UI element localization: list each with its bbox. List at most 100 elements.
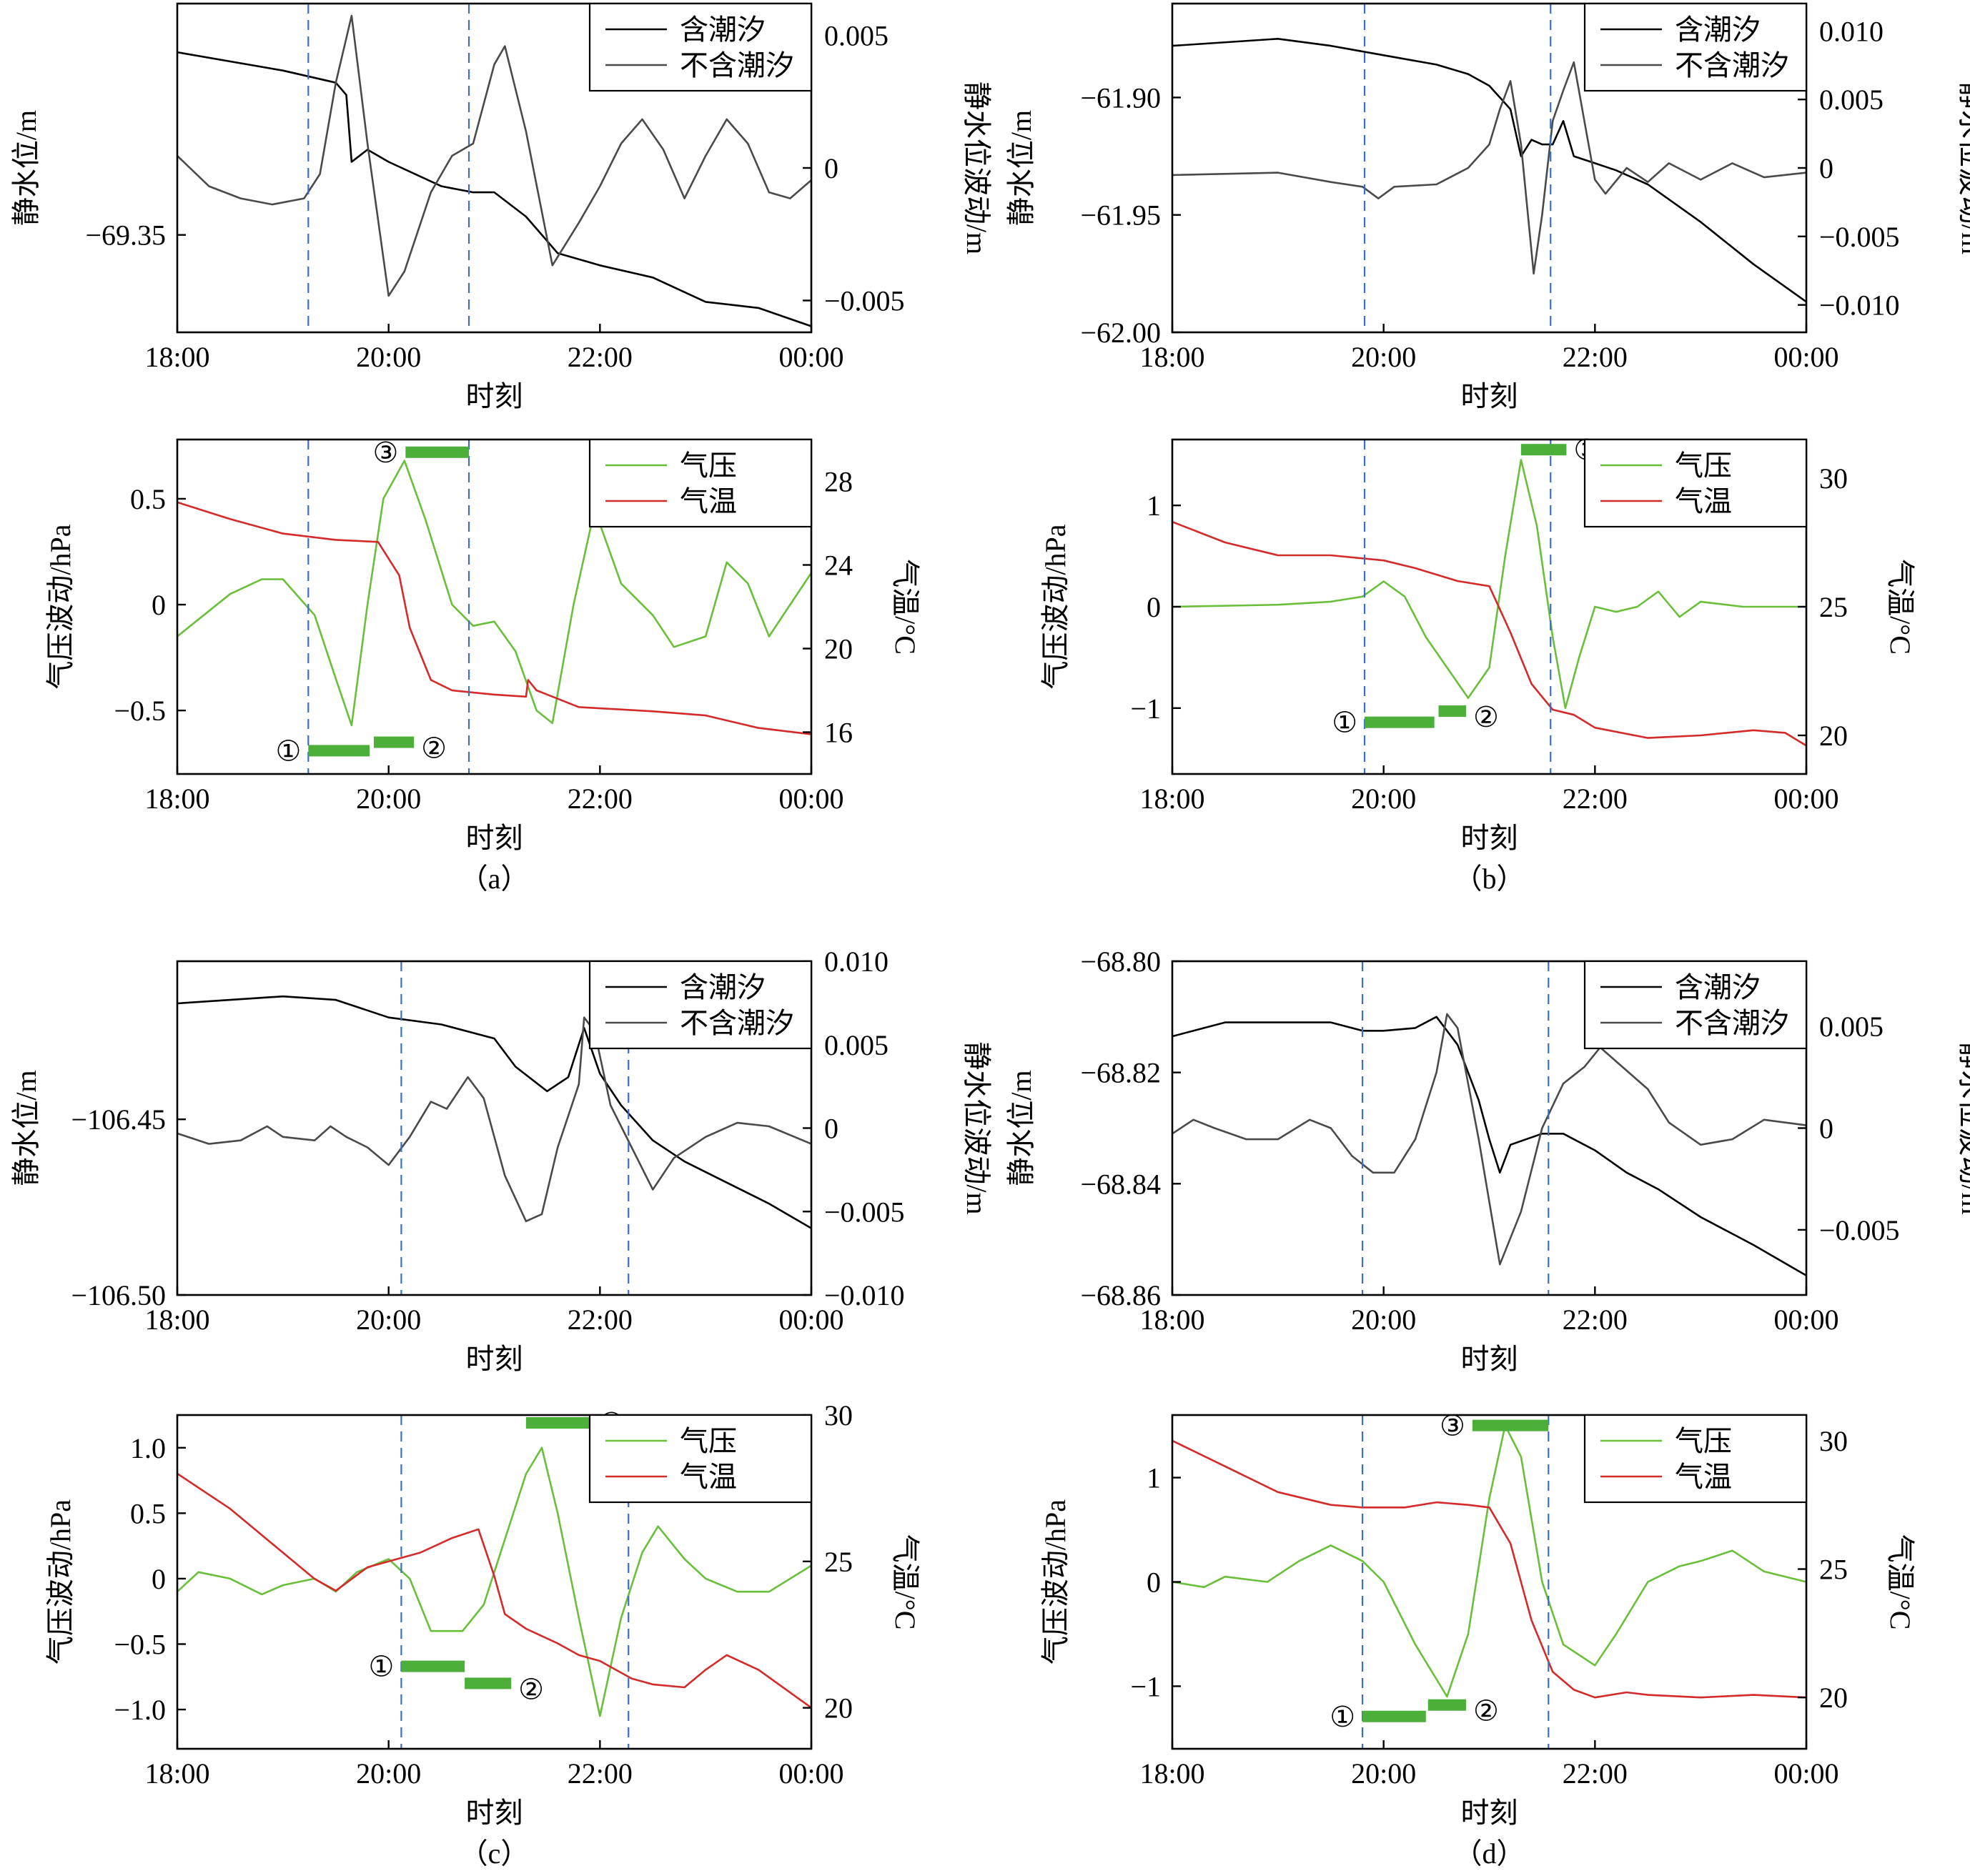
pressure-left-tick-label-1-0: 1	[1147, 490, 1161, 522]
water-right-tick-label-1-4: −0.010	[1819, 289, 1900, 322]
water-series-line-1-0	[1172, 38, 1807, 303]
pressure-left-axis-label-2: 气压波动/hPa	[44, 1499, 76, 1664]
water-left-tick-label-3-1: −68.82	[1080, 1057, 1161, 1089]
water-series-line-2-1	[177, 1016, 812, 1223]
water-x-tick-label-0-0: 18:00	[144, 341, 209, 373]
water-right-tick-label-1-0: 0.010	[1819, 15, 1884, 47]
water-right-tick-label-1-3: −0.005	[1819, 221, 1900, 253]
pressure-right-tick-label-2-0: 30	[824, 1399, 853, 1431]
water-right-tick-label-1-1: 0.005	[1819, 84, 1884, 116]
phase-bar-1-2	[1520, 444, 1567, 456]
panel-label-0: （a）	[460, 863, 530, 895]
pressure-legend-3	[1583, 1414, 1808, 1504]
phase-bar-label-3-0: ①	[1330, 1701, 1355, 1733]
water-right-tick-label-2-2: 0	[824, 1113, 838, 1145]
pressure-x-tick-label-1-3: 00:00	[1773, 783, 1838, 815]
pressure-x-tick-label-2-2: 22:00	[568, 1757, 633, 1790]
pressure-x-axis-label-3: 时刻	[1461, 1797, 1518, 1829]
pressure-left-tick-label-1-2: −1	[1130, 693, 1161, 725]
water-x-tick-label-2-2: 22:00	[568, 1304, 633, 1336]
pressure-x-tick-label-3-3: 00:00	[1773, 1757, 1838, 1790]
water-right-tick-label-3-1: 0	[1819, 1113, 1833, 1145]
water-x-tick-label-3-1: 20:00	[1351, 1304, 1416, 1336]
phase-bar-label-2-1: ②	[518, 1673, 544, 1705]
pressure-x-tick-label-3-2: 22:00	[1563, 1757, 1628, 1790]
water-x-tick-label-1-3: 00:00	[1773, 341, 1838, 373]
pressure-series-line-1-1	[1172, 520, 1807, 747]
water-right-axis-label-2: 静水位波动/m	[961, 1041, 993, 1214]
water-left-tick-label-1-2: −62.00	[1080, 317, 1161, 349]
pressure-x-tick-label-0-2: 22:00	[568, 783, 633, 815]
pressure-x-tick-label-0-1: 20:00	[356, 783, 421, 815]
pressure-right-tick-label-0-0: 28	[824, 466, 853, 498]
pressure-left-axis-label-0: 气压波动/hPa	[44, 524, 76, 689]
pressure-x-axis-label-1: 时刻	[1461, 822, 1518, 854]
pressure-x-tick-label-3-1: 20:00	[1351, 1757, 1416, 1790]
water-legend-label-1-1: 不含潮汐	[1675, 49, 1789, 81]
pressure-left-tick-label-2-2: 0	[152, 1563, 166, 1595]
water-x-tick-label-0-1: 20:00	[356, 341, 421, 373]
water-left-axis-label-0: 静水位/m	[10, 110, 42, 226]
pressure-right-tick-label-2-1: 25	[824, 1546, 853, 1578]
pressure-left-axis-label-3: 气压波动/hPa	[1039, 1499, 1071, 1664]
pressure-legend-1	[1583, 438, 1808, 528]
water-series-line-2-0	[177, 995, 812, 1229]
pressure-legend-label-0-1: 气温	[680, 485, 737, 517]
phase-bar-1-1	[1438, 705, 1466, 718]
pressure-legend-label-3-1: 气温	[1675, 1461, 1732, 1493]
phase-bar-0-1	[373, 736, 415, 748]
water-right-tick-label-0-2: −0.005	[824, 284, 905, 317]
water-left-tick-label-2-0: −106.45	[71, 1103, 166, 1136]
water-series-line-3-0	[1172, 1016, 1807, 1276]
water-legend-label-0-1: 不含潮汐	[680, 49, 794, 81]
water-plot-0: 18:0020:0022:0000:00时刻−69.30−69.350.0050…	[10, 2, 993, 412]
pressure-plot-1: ①②③18:0020:0022:0000:00时刻10−1302520气压波动/…	[1039, 434, 1916, 854]
water-right-axis-label-1: 静水位波动/m	[1956, 81, 1970, 254]
pressure-x-tick-label-2-1: 20:00	[356, 1757, 421, 1790]
panel-label-3: （d）	[1454, 1837, 1525, 1870]
pressure-plot-2: ①②③18:0020:0022:0000:00时刻1.00.50−0.5−1.0…	[44, 1399, 921, 1829]
phase-bar-label-2-0: ①	[369, 1651, 395, 1683]
water-legend-2	[588, 960, 813, 1050]
pressure-legend-label-2-0: 气压	[680, 1425, 737, 1457]
water-right-tick-label-3-0: 0.005	[1819, 1011, 1884, 1043]
pressure-legend-2	[588, 1414, 813, 1504]
water-right-tick-label-2-1: 0.005	[824, 1029, 889, 1061]
pressure-right-tick-label-0-1: 24	[824, 550, 853, 582]
phase-bar-2-1	[465, 1677, 512, 1689]
pressure-x-tick-label-1-2: 22:00	[1563, 783, 1628, 815]
water-legend-3	[1583, 960, 1808, 1050]
pressure-x-tick-label-2-0: 18:00	[144, 1757, 209, 1790]
water-legend-label-3-0: 含潮汐	[1675, 971, 1761, 1003]
phase-bar-3-0	[1362, 1710, 1426, 1722]
pressure-series-line-0-0	[177, 460, 813, 727]
pressure-right-axis-label-0: 气温/°C	[889, 559, 921, 655]
phase-bar-1-0	[1365, 716, 1435, 728]
water-x-tick-label-1-2: 22:00	[1563, 341, 1628, 373]
water-right-tick-label-1-2: 0	[1819, 152, 1833, 184]
water-series-line-3-1	[1172, 1013, 1807, 1266]
pressure-legend-0	[588, 438, 813, 528]
water-left-tick-label-3-0: −68.80	[1080, 946, 1161, 978]
phase-bar-label-1-0: ①	[1332, 707, 1357, 739]
pressure-x-tick-label-3-0: 18:00	[1139, 1757, 1204, 1790]
pressure-x-tick-label-0-3: 00:00	[778, 783, 843, 815]
pressure-right-tick-label-1-0: 30	[1819, 462, 1848, 495]
water-x-tick-label-0-2: 22:00	[568, 341, 633, 373]
phase-bar-label-0-1: ②	[421, 733, 447, 765]
pressure-series-line-3-0	[1172, 1424, 1807, 1698]
pressure-left-tick-label-2-3: −0.5	[114, 1628, 166, 1660]
pressure-right-tick-label-1-1: 25	[1819, 591, 1848, 623]
phase-bar-3-1	[1427, 1699, 1466, 1711]
water-x-axis-label-3: 时刻	[1461, 1343, 1518, 1375]
water-left-axis-label-1: 静水位/m	[1005, 110, 1037, 226]
water-legend-label-3-1: 不含潮汐	[1675, 1007, 1789, 1039]
water-right-tick-label-2-4: −0.010	[824, 1279, 905, 1311]
water-left-tick-label-1-0: −61.90	[1080, 81, 1161, 114]
pressure-right-tick-label-3-0: 30	[1819, 1425, 1848, 1457]
water-x-tick-label-0-3: 00:00	[778, 341, 843, 373]
water-x-axis-label-1: 时刻	[1461, 380, 1518, 412]
pressure-right-axis-label-2: 气温/°C	[889, 1534, 921, 1630]
